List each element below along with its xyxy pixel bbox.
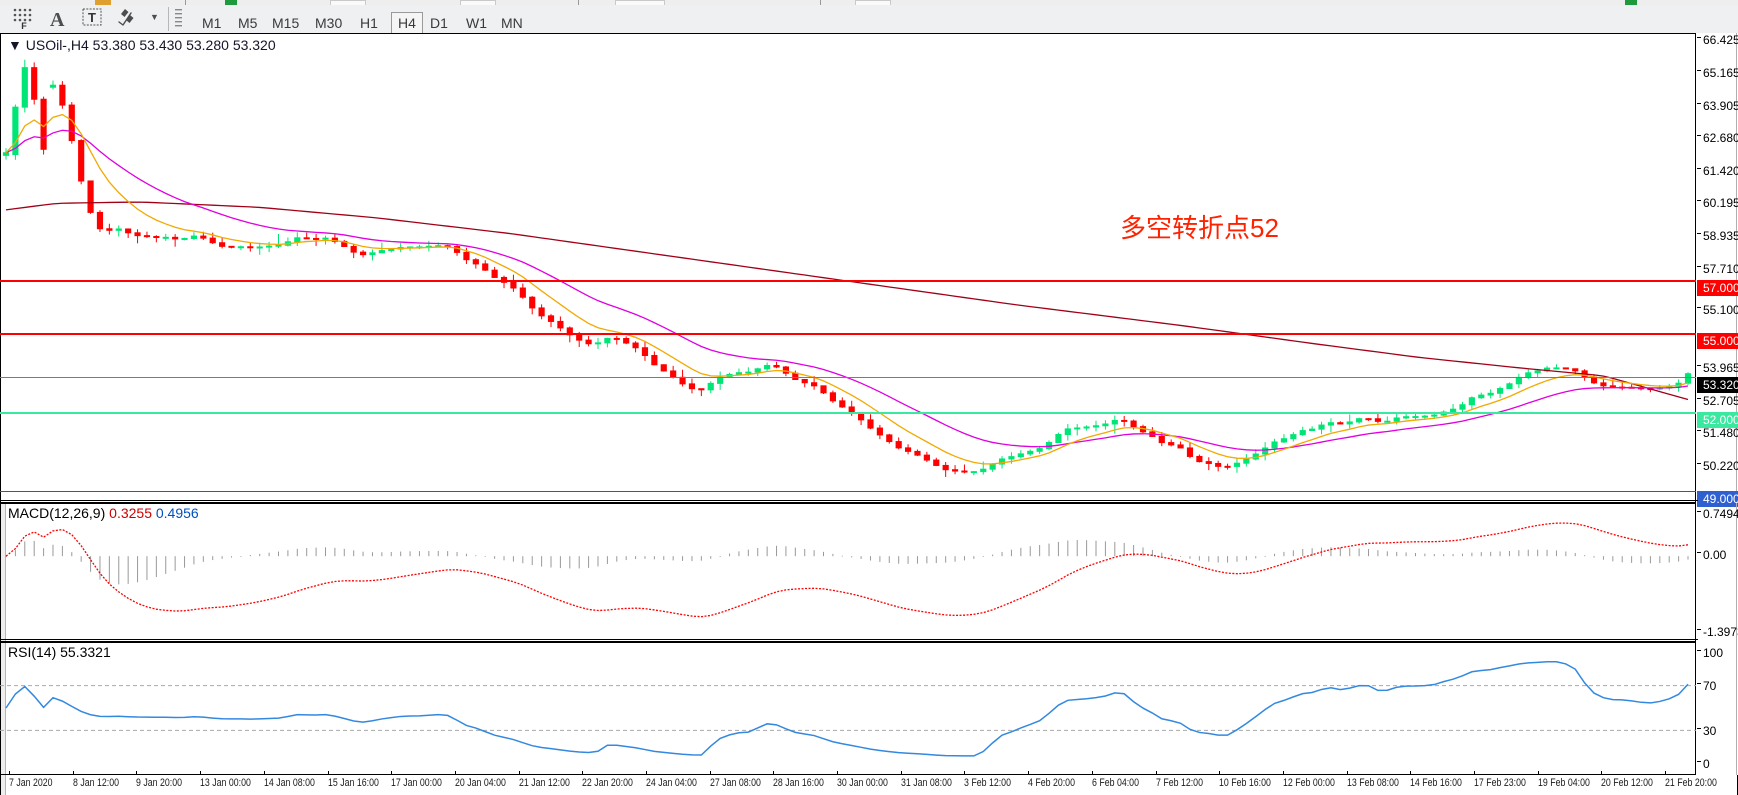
svg-text:F: F [21,21,27,30]
svg-text:T: T [88,10,96,25]
